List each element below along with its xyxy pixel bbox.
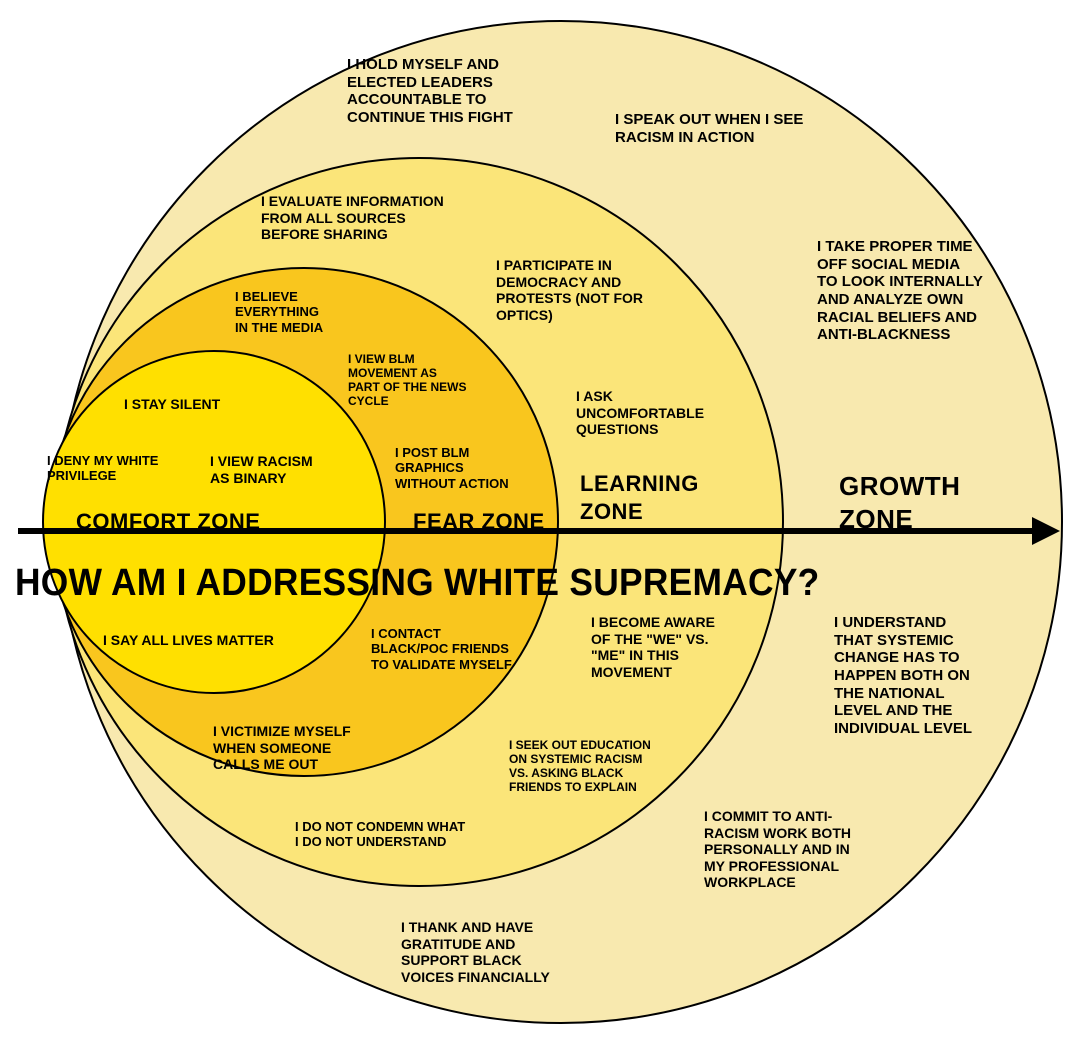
item-learning-12: I BECOME AWARE OF THE "WE" VS. "ME" IN T…	[591, 614, 761, 680]
item-growth-18: I UNDERSTAND THAT SYSTEMIC CHANGE HAS TO…	[834, 614, 1034, 738]
item-learning-14: I DO NOT CONDEMN WHAT I DO NOT UNDERSTAN…	[295, 819, 515, 850]
item-learning-13: I SEEK OUT EDUCATION ON SYSTEMIC RACISM …	[509, 738, 699, 795]
item-fear-5: I VIEW BLM MOVEMENT AS PART OF THE NEWS …	[348, 352, 508, 409]
axis-arrow-head	[1032, 517, 1060, 545]
zone-label-growth: GROWTH ZONE	[839, 470, 960, 535]
item-comfort-1: I DENY MY WHITE PRIVILEGE	[47, 453, 207, 484]
zone-label-fear: FEAR ZONE	[413, 508, 545, 536]
item-growth-20: I THANK AND HAVE GRATITUDE AND SUPPORT B…	[401, 919, 611, 985]
item-fear-8: I VICTIMIZE MYSELF WHEN SOMEONE CALLS ME…	[213, 723, 393, 773]
main-title: HOW AM I ADDRESSING WHITE SUPREMACY?	[15, 562, 820, 605]
item-comfort-2: I VIEW RACISM AS BINARY	[210, 453, 350, 486]
item-learning-10: I PARTICIPATE IN DEMOCRACY AND PROTESTS …	[496, 257, 686, 323]
zone-label-comfort: COMFORT ZONE	[76, 508, 260, 536]
item-fear-4: I BELIEVE EVERYTHING IN THE MEDIA	[235, 289, 365, 335]
item-comfort-3: I SAY ALL LIVES MATTER	[103, 632, 323, 649]
item-learning-9: I EVALUATE INFORMATION FROM ALL SOURCES …	[261, 193, 491, 243]
item-growth-19: I COMMIT TO ANTI- RACISM WORK BOTH PERSO…	[704, 808, 914, 891]
item-learning-11: I ASK UNCOMFORTABLE QUESTIONS	[576, 388, 746, 438]
item-growth-15: I HOLD MYSELF AND ELECTED LEADERS ACCOUN…	[347, 56, 567, 127]
item-fear-7: I CONTACT BLACK/POC FRIENDS TO VALIDATE …	[371, 626, 546, 672]
diagram-stage: COMFORT ZONE FEAR ZONE LEARNING ZONE GRO…	[0, 0, 1083, 1043]
item-growth-17: I TAKE PROPER TIME OFF SOCIAL MEDIA TO L…	[817, 238, 1037, 344]
item-fear-6: I POST BLM GRAPHICS WITHOUT ACTION	[395, 445, 555, 491]
zone-label-learning: LEARNING ZONE	[580, 470, 699, 525]
item-comfort-0: I STAY SILENT	[124, 396, 264, 413]
item-growth-16: I SPEAK OUT WHEN I SEE RACISM IN ACTION	[615, 111, 855, 146]
